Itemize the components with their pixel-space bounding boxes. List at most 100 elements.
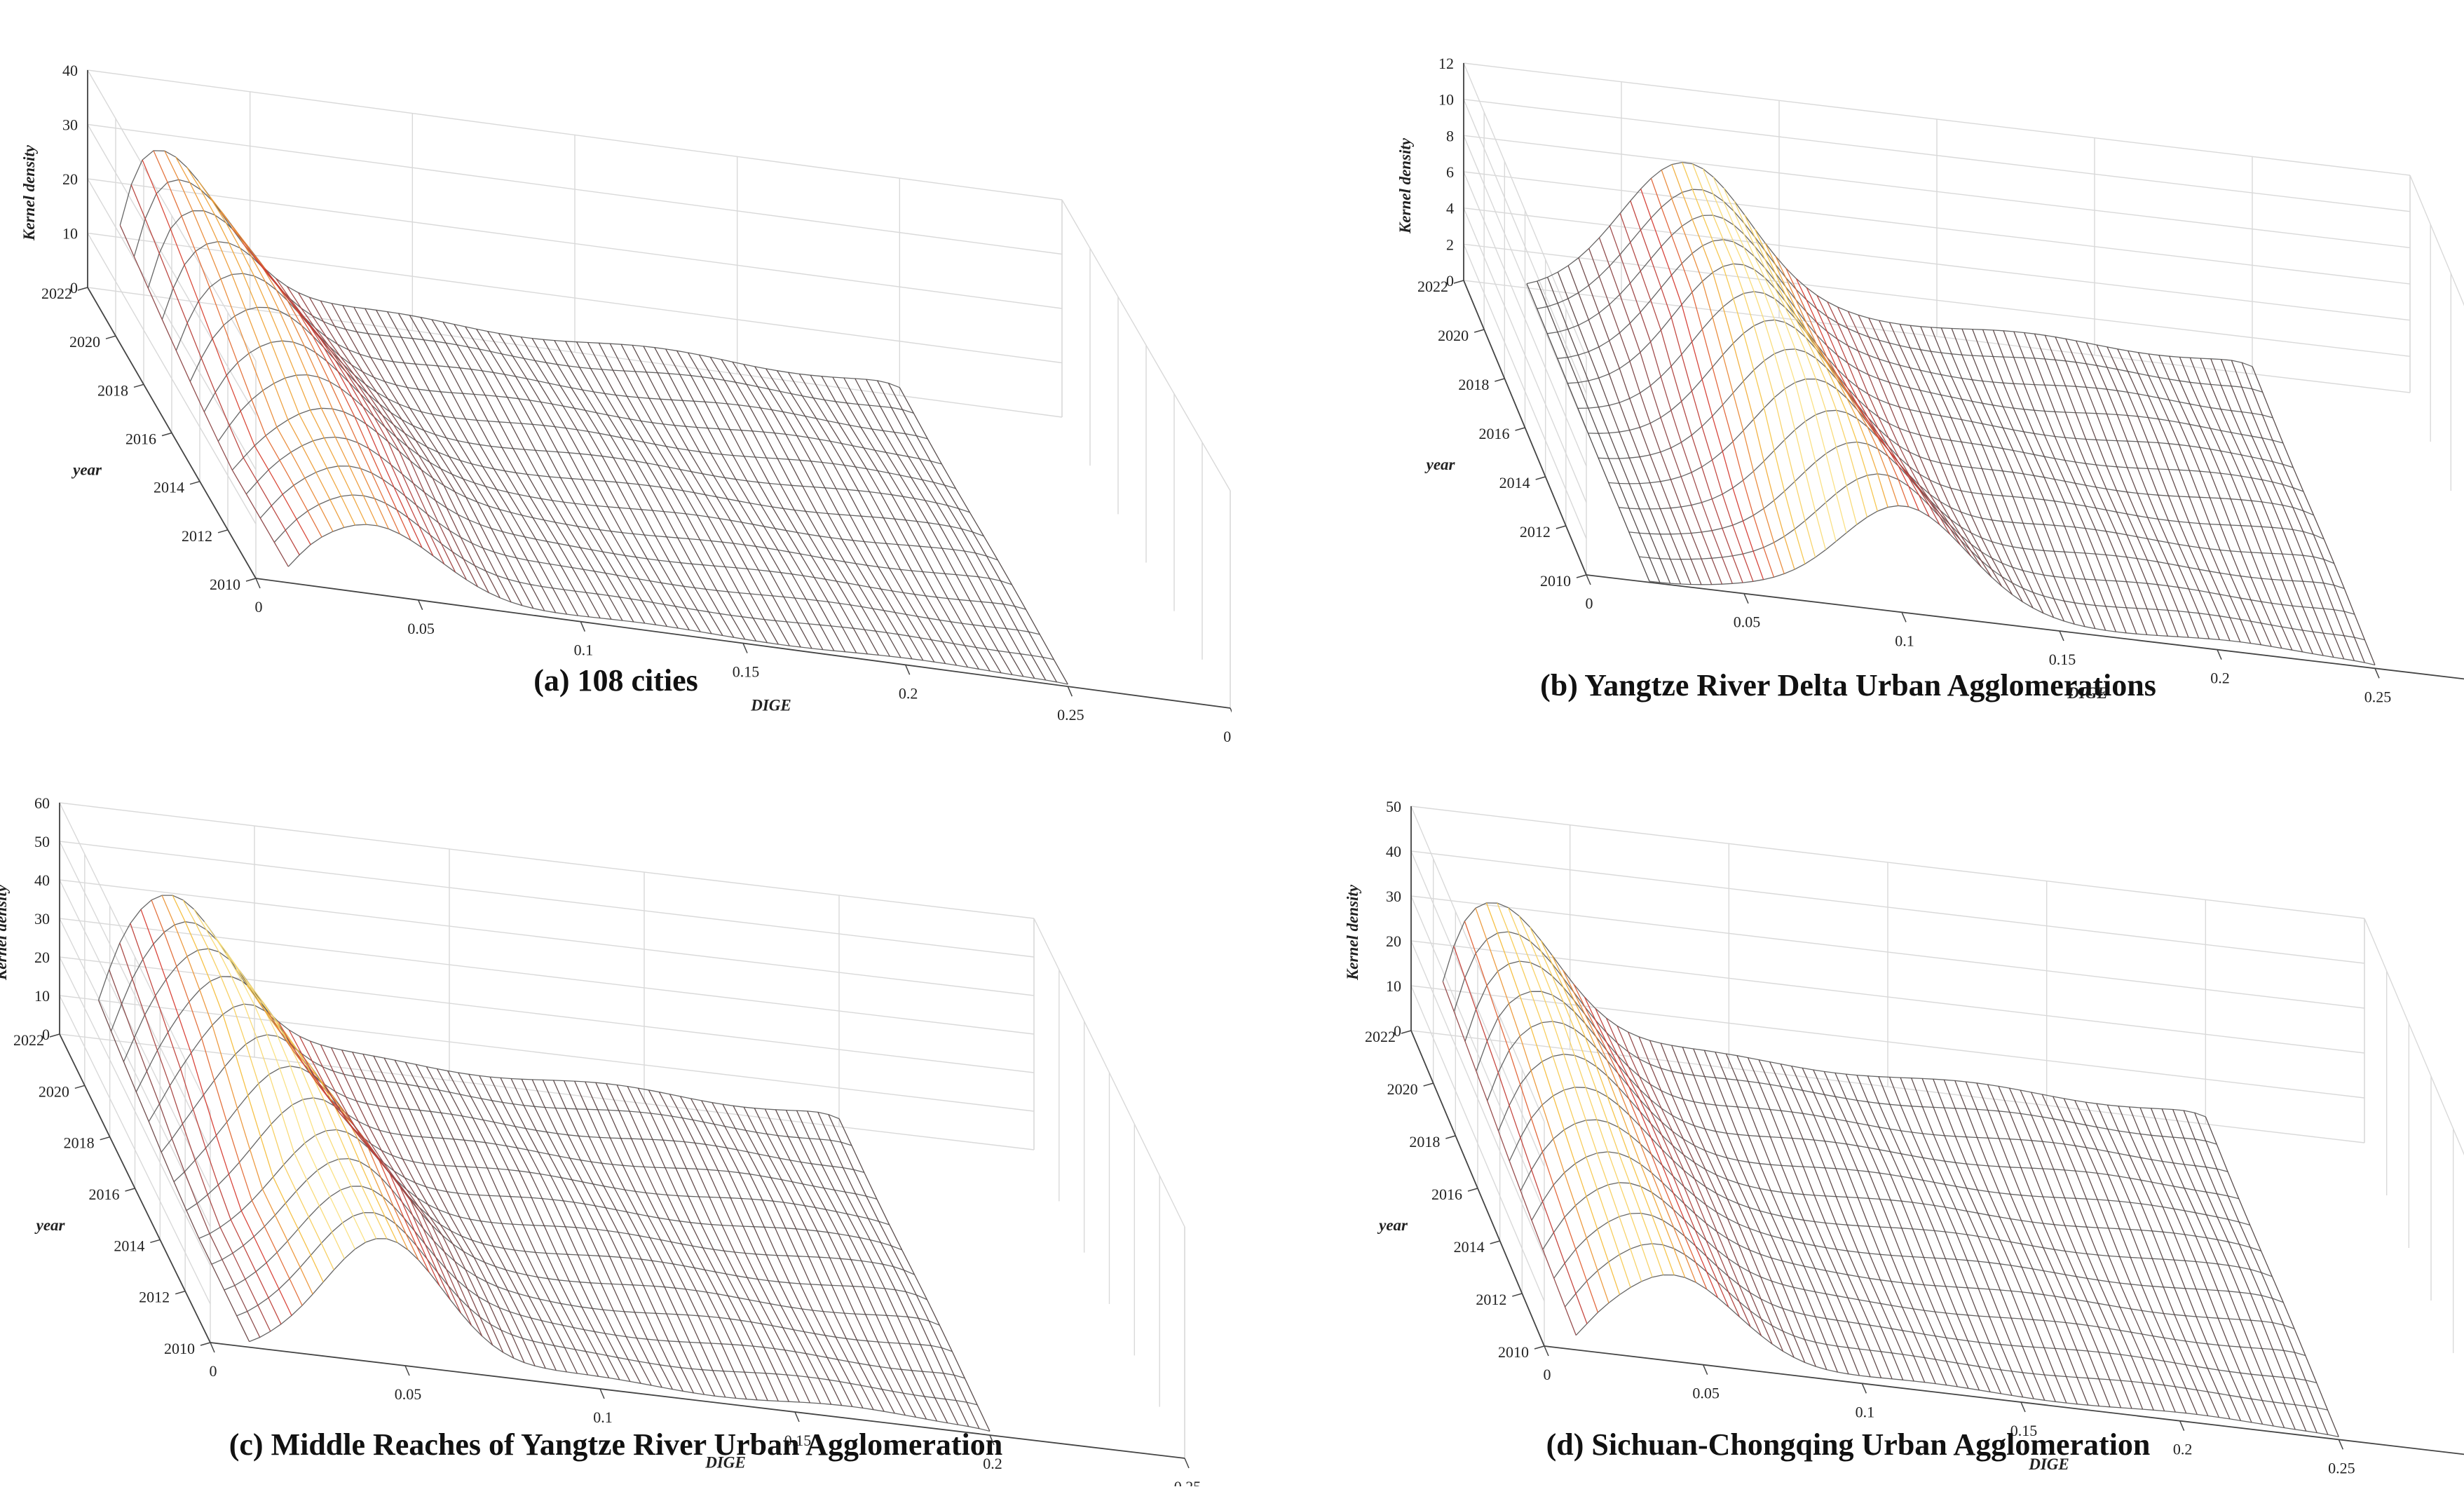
y-tick-label: 2018 — [1409, 1133, 1440, 1150]
x-axis-title: DIGE — [2067, 684, 2108, 702]
panel-a: 00.050.10.150.20.250.3201020122014201620… — [0, 0, 1232, 743]
x-tick-label: 0 — [1544, 1366, 1551, 1383]
z-axis-title: Kernel density — [0, 884, 10, 981]
surface-rib — [1856, 1075, 1991, 1392]
grid-line — [58, 802, 1035, 1112]
surface-rib — [387, 311, 557, 613]
y-tick-mark — [105, 335, 116, 339]
y-axis-title: year — [1377, 1216, 1408, 1234]
surface-rib — [764, 1108, 916, 1418]
y-tick-label: 2010 — [1498, 1343, 1529, 1361]
surface-rib — [1921, 1078, 2056, 1402]
surface-rib — [415, 1064, 567, 1373]
y-tick-label: 2020 — [39, 1082, 69, 1100]
surface-rib — [2096, 1103, 2231, 1420]
surface-rib — [1992, 330, 2117, 632]
z-tick-label: 40 — [1386, 843, 1401, 860]
surface-rib — [609, 343, 779, 645]
y-tick-mark — [1467, 1188, 1478, 1192]
surface-rib — [574, 1080, 726, 1398]
grid-line — [1061, 199, 1231, 708]
x-tick-mark — [417, 599, 423, 611]
surface-rib — [352, 1052, 504, 1353]
surface-rib — [1775, 256, 1899, 506]
tick-labels: 00.050.10.150.20.250.3201020122014201620… — [20, 62, 1232, 743]
surface-curve-2020 — [1464, 960, 2228, 1172]
surface-rib — [489, 1076, 641, 1384]
y-tick-label: 2014 — [154, 479, 184, 496]
surface-rib — [308, 297, 478, 588]
surface-rib — [1619, 213, 1743, 583]
y-tick-mark — [161, 432, 172, 437]
surface-rib — [2003, 330, 2127, 634]
surface-rib — [203, 921, 356, 1249]
x-tick-mark — [2179, 1420, 2185, 1431]
surface-rib — [1650, 178, 1775, 578]
surface-rib — [743, 1106, 895, 1414]
surface-rib — [587, 342, 757, 641]
x-tick-label: 0 — [210, 1362, 217, 1380]
z-tick-label: 10 — [34, 987, 50, 1005]
surface-rib — [1987, 1084, 2122, 1408]
surface-rib — [253, 256, 423, 548]
surface-rib — [807, 1111, 959, 1425]
surface-rib — [1595, 1008, 1729, 1308]
surface-rib — [1526, 283, 1650, 582]
surface-rib — [798, 374, 968, 667]
surface-rib — [186, 167, 356, 526]
surface-rib — [458, 1072, 610, 1378]
surface-rib — [236, 969, 388, 1240]
axes-grid — [58, 802, 1185, 1458]
surface-curve-2016 — [1509, 1087, 2273, 1277]
x-tick-mark — [1861, 1383, 1867, 1394]
surface-rib — [1780, 1064, 1914, 1382]
surface-rib — [709, 357, 879, 656]
x-tick-label: 0.1 — [593, 1408, 613, 1426]
surface-rib — [1878, 1076, 2013, 1396]
surface-rib — [1713, 177, 1837, 542]
z-tick-label: 8 — [1446, 127, 1454, 144]
surface-rib — [353, 306, 523, 606]
x-tick-mark — [1743, 593, 1749, 604]
y-tick-mark — [245, 578, 257, 582]
y-tick-label: 2020 — [1387, 1080, 1418, 1098]
surface-rib — [1518, 916, 1653, 1277]
surface-rib — [598, 343, 768, 644]
z-tick-label: 0 — [1394, 1022, 1401, 1040]
surface-rib — [565, 341, 735, 638]
surface-rib — [1703, 1050, 1839, 1373]
surface-rib — [2183, 1110, 2317, 1433]
surface-rib — [1485, 902, 1621, 1295]
surface-rib — [1743, 215, 1868, 517]
surface-rib — [297, 292, 468, 580]
surface-rib — [1734, 201, 1858, 525]
y-tick-label: 2022 — [1417, 278, 1448, 295]
axis-lines — [59, 803, 1185, 1459]
surface-rib — [287, 286, 456, 573]
surface-rib — [2076, 340, 2200, 639]
surface-rib — [2020, 1089, 2154, 1411]
surface-rib — [1616, 1026, 1751, 1327]
surface-curve-2021 — [1537, 189, 2263, 393]
surface-rib — [109, 969, 261, 1338]
surface-rib — [404, 1061, 557, 1371]
surface-rib — [1702, 168, 1827, 550]
surface-rib — [225, 952, 377, 1240]
y-axis-title: year — [34, 1216, 66, 1234]
surface-curve-2013 — [245, 436, 1026, 610]
surface-rib — [373, 1056, 525, 1363]
surface-rib — [1557, 271, 1682, 585]
y-tick-mark — [1401, 1030, 1412, 1034]
density-surface — [97, 895, 991, 1432]
surface-rib — [2210, 358, 2334, 658]
surface-rib — [2252, 366, 2376, 665]
surface-rib — [1627, 1031, 1762, 1336]
surface-plot-d: 00.050.10.150.20.250.3201020122014201620… — [1344, 798, 2464, 1476]
surface-rib — [2009, 1087, 2144, 1410]
x-tick-label: 0.2 — [2210, 670, 2230, 687]
surface-rib — [627, 1086, 779, 1401]
surface-rib — [1816, 295, 1940, 525]
caption-c: (c) Middle Reaches of Yangtze River Urba… — [229, 1427, 1003, 1462]
surface-rib — [2179, 357, 2303, 653]
x-tick-label: 0.05 — [1734, 613, 1761, 631]
